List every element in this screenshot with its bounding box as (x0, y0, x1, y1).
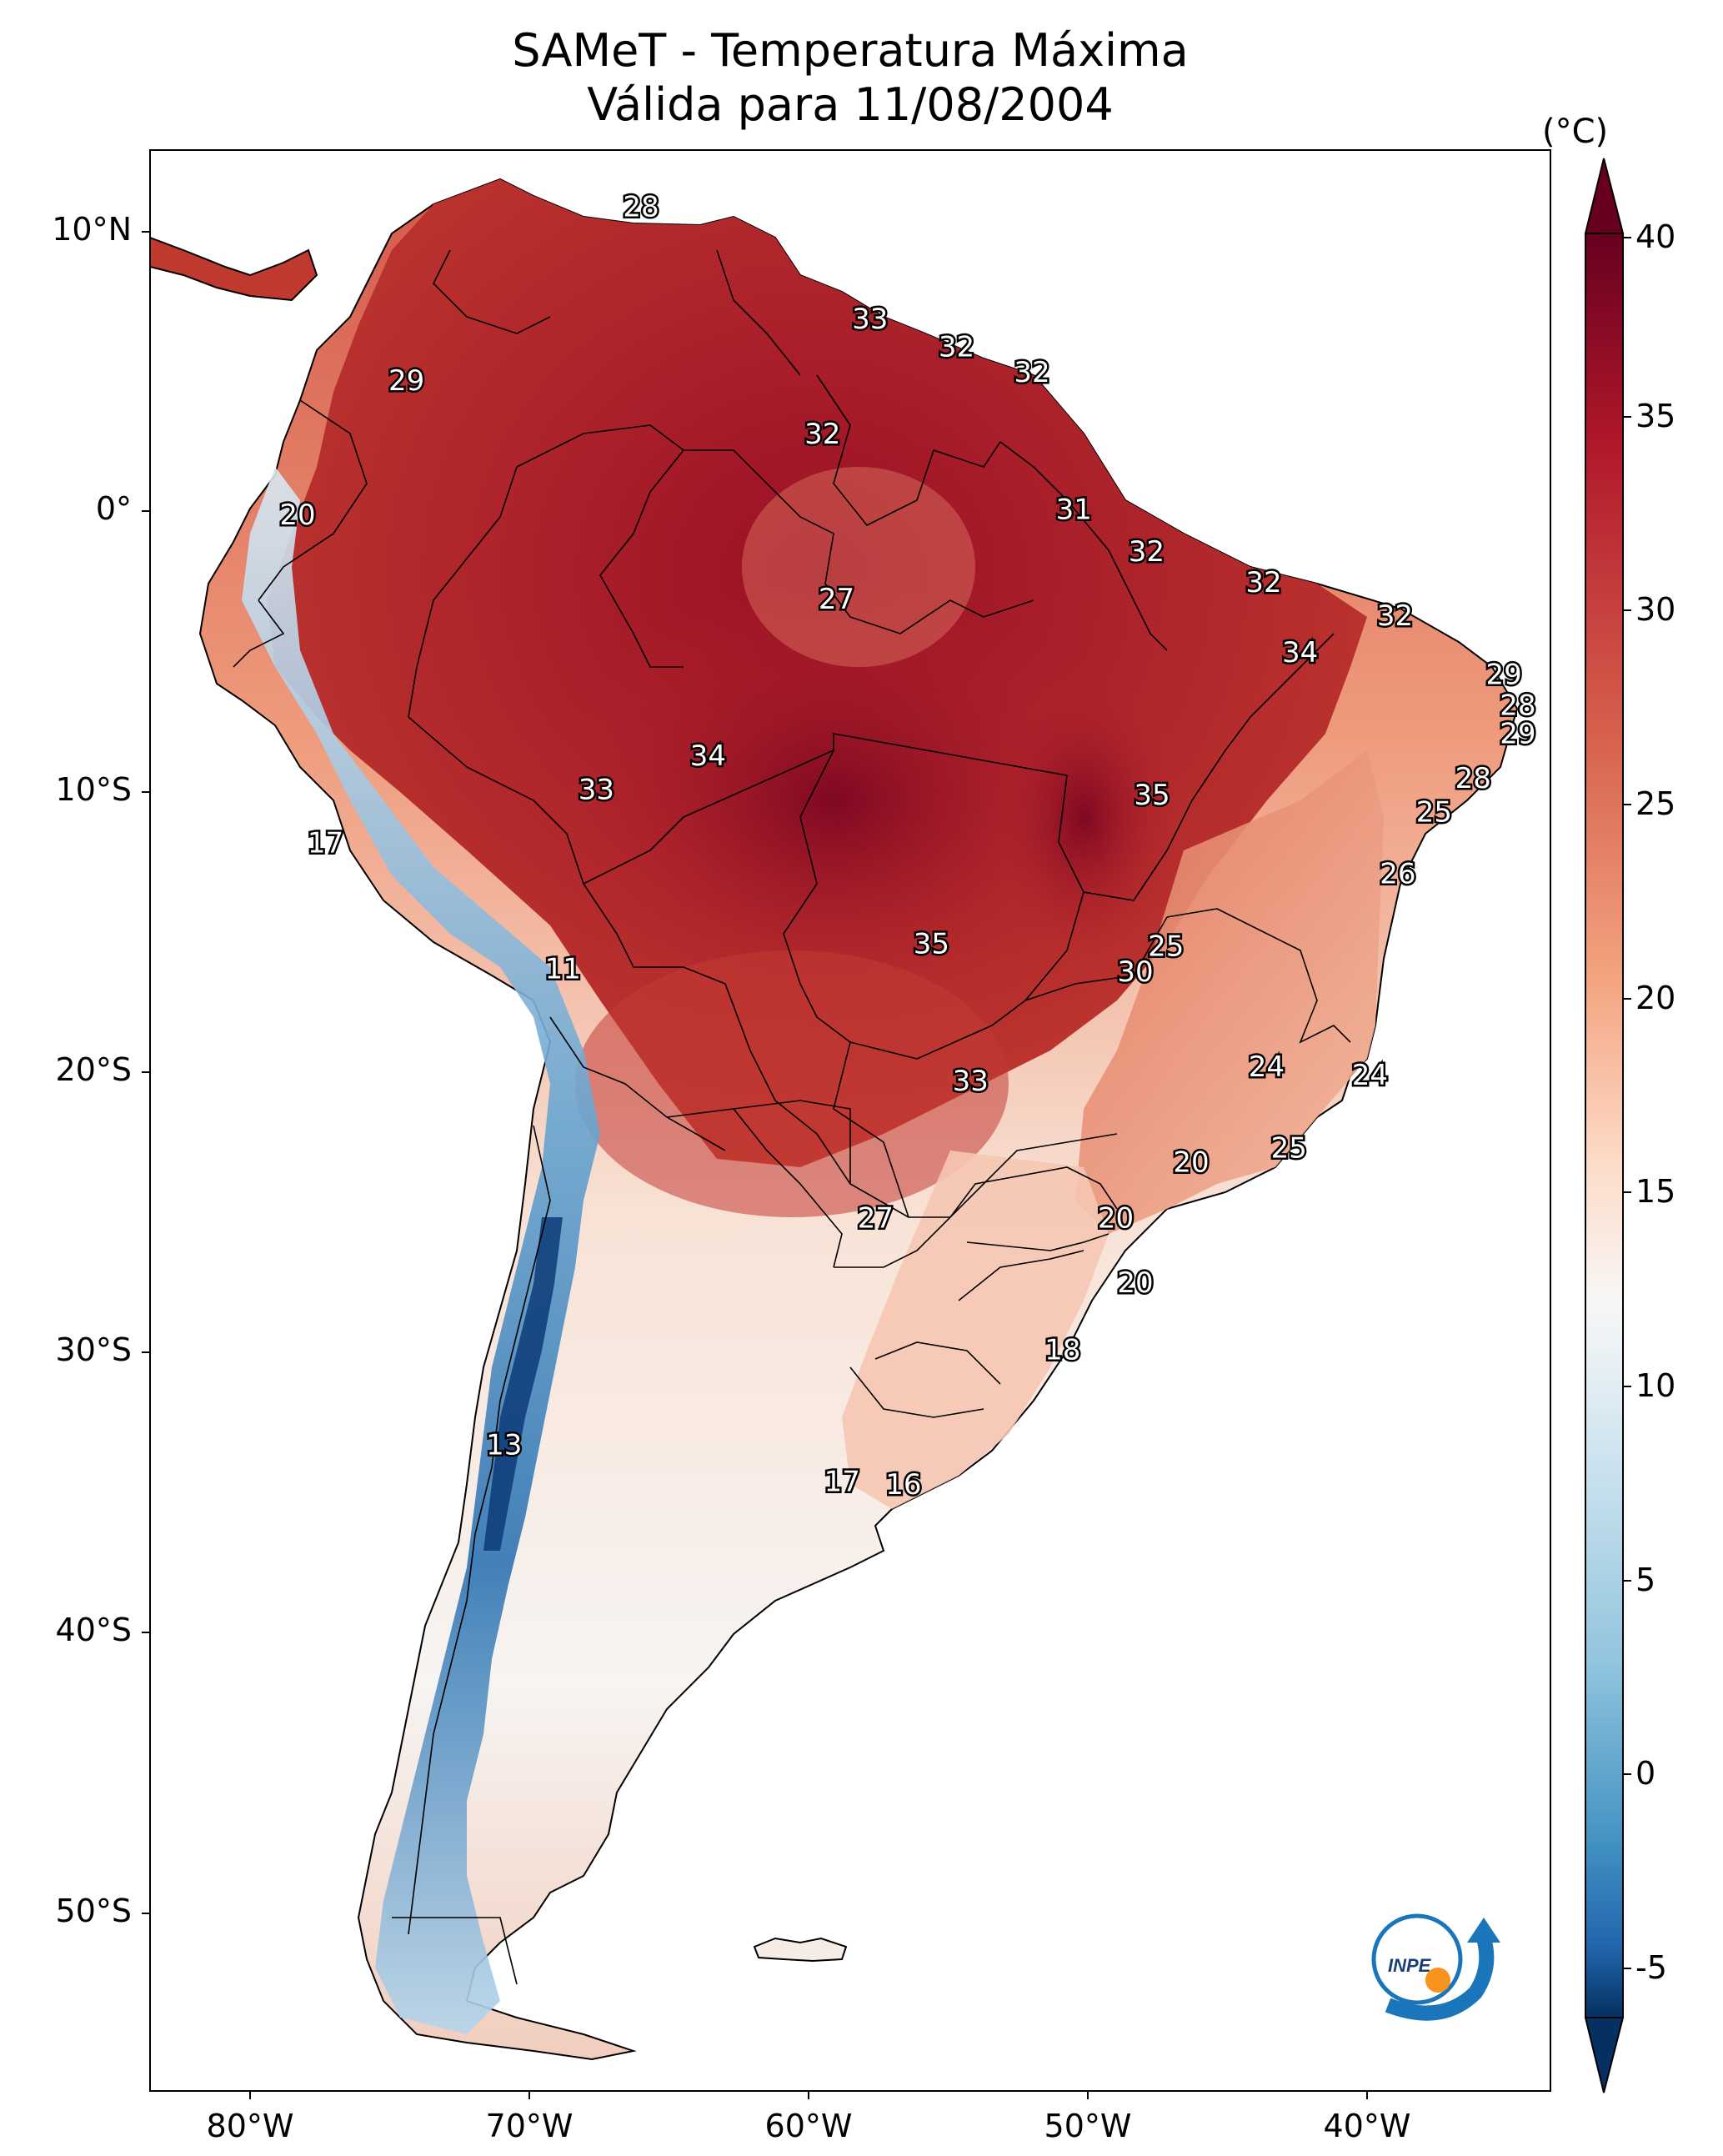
lat-label: 30°S (55, 1331, 132, 1368)
isotherm-label: 13 (486, 1429, 522, 1462)
isotherm-label: 24 (1352, 1059, 1388, 1092)
isotherm-label: 28 (1500, 689, 1535, 723)
colorbar-tick: 15 (1635, 1173, 1676, 1210)
colorbar-tick: 35 (1635, 398, 1676, 434)
isotherm-label: 27 (858, 1202, 894, 1236)
lat-label: 50°S (55, 1893, 132, 1929)
colorbar-tick: 5 (1635, 1562, 1656, 1598)
isotherm-label: 25 (1271, 1132, 1307, 1166)
country-borders (233, 249, 1351, 1985)
isotherm-label: 35 (914, 927, 949, 960)
isotherm-label: 29 (1485, 659, 1521, 692)
isotherm-label: 34 (690, 740, 726, 773)
isotherm-label: 27 (819, 583, 854, 616)
isotherm-label: 35 (1134, 779, 1170, 812)
isotherm-label: 20 (1117, 1266, 1153, 1300)
colorbar (1584, 158, 1631, 2093)
isotherm-label: 28 (1455, 762, 1491, 795)
colorbar-tick: 40 (1635, 218, 1676, 255)
map-title: SAMeT - Temperatura Máxima (512, 24, 1189, 77)
isotherm-label: 32 (804, 418, 840, 451)
lon-label: 50°W (1044, 2108, 1132, 2144)
axis-ticks (142, 231, 1368, 2099)
isotherm-label: 33 (579, 774, 614, 807)
isotherm-label: 16 (885, 1468, 921, 1502)
isotherm-label: 32 (1377, 599, 1413, 633)
map-subtitle: Válida para 11/08/2004 (587, 78, 1114, 131)
isotherm-label: 26 (1380, 857, 1415, 890)
andes-core (483, 1217, 563, 1551)
lat-label: 10°N (52, 211, 132, 248)
colorbar-tick: 0 (1635, 1755, 1656, 1792)
isotherm-label: 32 (1129, 535, 1165, 569)
andes-cold-region (242, 467, 600, 2034)
colorbar-unit: (°C) (1542, 113, 1609, 151)
isotherm-label: 34 (1282, 636, 1318, 669)
lat-label: 0° (95, 490, 132, 527)
isotherm-label: 32 (939, 331, 974, 364)
east-brazil-region (1075, 750, 1384, 1234)
isotherm-label: 28 (623, 191, 659, 224)
lon-label: 60°W (764, 2108, 853, 2144)
colorbar-tick: 25 (1635, 785, 1676, 822)
falkland-islands (753, 1937, 848, 1963)
colorbar-tick: -5 (1635, 1949, 1667, 1986)
isotherm-label: 33 (852, 303, 888, 336)
isotherm-label: 20 (1173, 1146, 1209, 1179)
lat-label: 40°S (55, 1612, 132, 1648)
colorbar-tick: 20 (1635, 980, 1676, 1016)
map-frame (149, 149, 1551, 2092)
colorbar-tick: 10 (1635, 1367, 1676, 1404)
isotherm-label: 32 (1245, 566, 1281, 599)
isotherm-label: 29 (1500, 717, 1535, 750)
colorbar-tick: 30 (1635, 591, 1676, 628)
lon-label: 70°W (485, 2108, 573, 2144)
isotherm-label: 11 (545, 953, 581, 986)
lat-label: 10°S (55, 771, 132, 808)
lat-label: 20°S (55, 1051, 132, 1088)
isotherm-label: 32 (1014, 356, 1049, 389)
isotherm-label: 24 (1249, 1050, 1285, 1084)
lon-label: 40°W (1323, 2108, 1411, 2144)
isotherm-label: 30 (1117, 955, 1153, 989)
isotherm-label: 20 (1098, 1202, 1134, 1236)
isotherm-label: 17 (308, 826, 343, 860)
isotherm-label: 18 (1044, 1334, 1080, 1367)
south-brazil-region (842, 1151, 1109, 1509)
isotherm-label: 25 (1416, 795, 1452, 829)
isotherm-label: 29 (388, 364, 424, 398)
isotherm-label: 17 (824, 1465, 860, 1498)
lon-label: 80°W (206, 2108, 294, 2144)
isotherm-label: 25 (1148, 930, 1184, 964)
inpe-logo-text: INPE (1388, 1955, 1432, 1976)
isotherm-label: 33 (953, 1065, 989, 1098)
central-america (150, 236, 318, 302)
inpe-logo: INPE (1371, 1913, 1500, 2021)
isotherm-label: 20 (279, 499, 315, 532)
isotherm-label: 31 (1056, 494, 1092, 527)
